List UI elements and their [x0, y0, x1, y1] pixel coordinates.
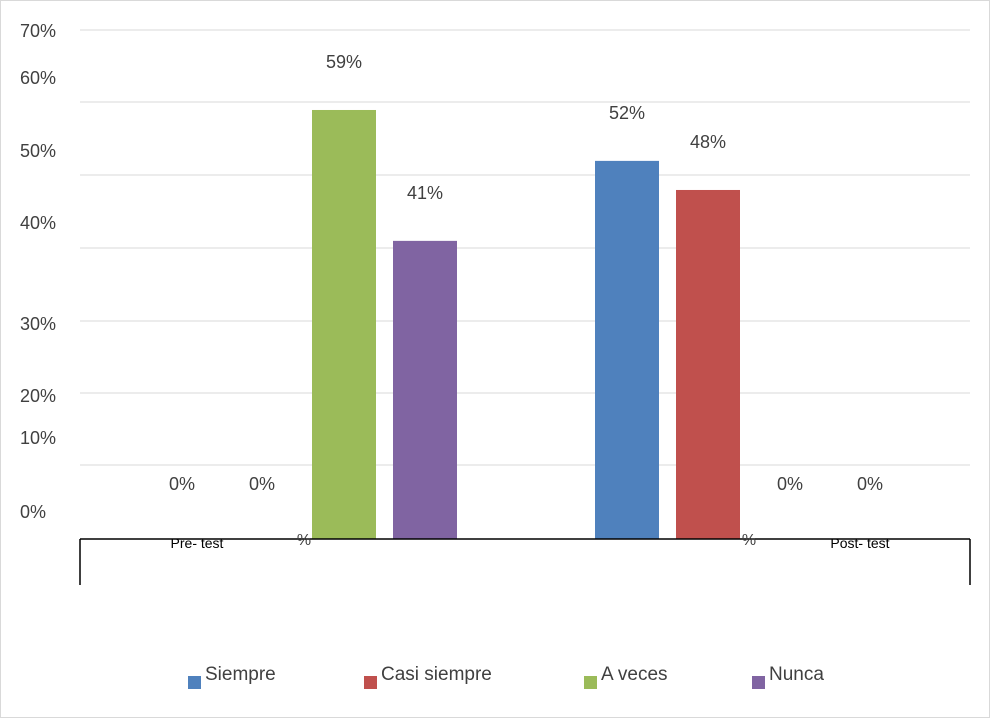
y-tick-label: 0% [20, 502, 46, 522]
data-label: 48% [690, 132, 726, 152]
legend-label: Siempre [205, 664, 276, 685]
gridlines [80, 29, 970, 466]
stray-percent-label: % [742, 532, 756, 549]
y-tick-label: 10% [20, 428, 56, 448]
y-tick-label: 50% [20, 141, 56, 161]
data-label: 41% [407, 183, 443, 203]
legend: Siempre Casi siempre A veces Nunca [0, 664, 990, 694]
y-tick-label: 60% [20, 68, 56, 88]
legend-swatch [364, 676, 377, 689]
bar-a-veces-pre-test [312, 109, 376, 539]
bar-nunca-pre-test [393, 240, 457, 539]
legend-item: A veces [584, 664, 668, 689]
data-label: 0% [857, 474, 883, 494]
x-category-label: Pre- test [171, 535, 224, 551]
legend-swatch [188, 676, 201, 689]
y-tick-label: 30% [20, 314, 56, 334]
y-tick-label: 20% [20, 386, 56, 406]
data-label: 52% [609, 103, 645, 123]
legend-label: Nunca [769, 664, 824, 685]
legend-item: Casi siempre [364, 664, 492, 689]
x-axis-category-labels: Pre- test Post- test%% [171, 532, 890, 551]
legend-label: Casi siempre [381, 664, 492, 685]
y-tick-label: 70% [20, 21, 56, 41]
x-category-label: Post- test [830, 535, 889, 551]
legend-item: Nunca [752, 664, 824, 689]
legend-swatch [752, 676, 765, 689]
data-label: 0% [777, 474, 803, 494]
legend-swatch [584, 676, 597, 689]
data-label: 0% [169, 474, 195, 494]
bar-siempre-post-test [595, 160, 659, 539]
x-axis-box [79, 538, 971, 585]
data-label: 59% [326, 52, 362, 72]
stray-percent-label: % [297, 532, 311, 549]
data-label: 0% [249, 474, 275, 494]
y-axis-tick-labels: 70% 60% 50% 40% 30% 20% 10% 0% [20, 21, 56, 522]
legend-item: Siempre [188, 664, 276, 689]
y-tick-label: 40% [20, 213, 56, 233]
bar-chart: 70% 60% 50% 40% 30% 20% 10% 0% 0% 52% 0% 48% 59% 0% 4… [20, 21, 971, 585]
bar-casi-siempre-post-test [676, 189, 740, 539]
legend-label: A veces [601, 664, 668, 685]
data-labels: 0% 52% 0% 48% 59% 0% 41% 0% [169, 52, 883, 494]
bars [312, 109, 740, 539]
